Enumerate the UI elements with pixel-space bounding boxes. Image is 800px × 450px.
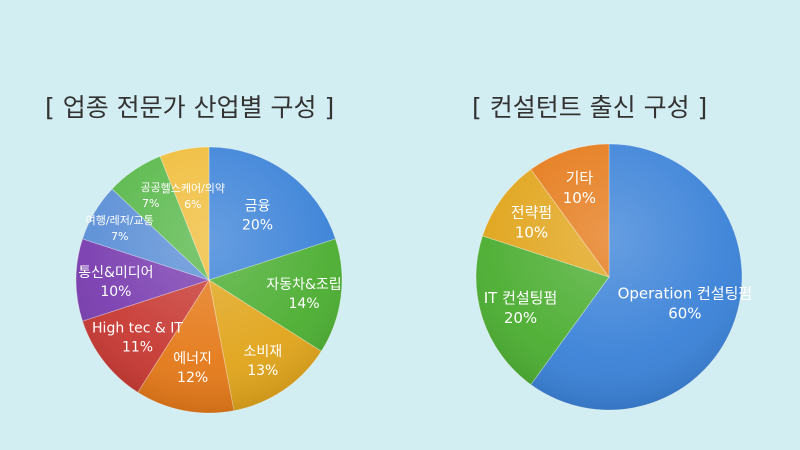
pie2-slice-3-value: 10% [515,224,548,242]
pie1-slice-1-label: 금융 [245,198,271,214]
pie1-slice-9-value: 6% [184,198,201,211]
pie1-slice-6-label: 통신&미디어 [78,265,153,281]
pie1-slice-4-value: 12% [177,370,208,386]
pie1-slice-7-value: 7% [111,230,128,243]
pie1-slice-5-value: 11% [122,339,153,355]
pie1-slice-3-value: 13% [247,363,278,379]
pie2-slice-2-value: 20% [504,309,537,327]
pie1-slice-2-label: 자동차&조립 [266,277,341,293]
pie1-slice-4-label: 에너지 [173,351,212,367]
pie1-slice-8-value: 7% [142,197,159,210]
pie2-slice-4-value: 10% [563,189,596,207]
pie1-slice-7-label: 여행/레저/교통 [86,214,154,227]
pie2-slice-1-label: Operation 컨설팅펌 [618,285,753,303]
pie1-slice-9-label: 헬스케어/의약 [161,181,225,195]
pie1-slice-8-label: 공공 [141,181,161,194]
left-chart-title: [ 업종 전문가 산업별 구성 ] [45,93,335,122]
pie1-slice-5-label: High tec & IT [92,320,183,336]
pie2-slice-3-label: 전략펌 [511,204,552,222]
pie1-slice-3-label: 소비재 [243,344,282,360]
pie2-slice-4-label: 기타 [566,169,594,187]
pie1-slice-1-value: 20% [242,217,273,233]
pie2-slice-1-value: 60% [668,305,701,323]
pie2-slice-2-label: IT 컨설팅펌 [484,289,558,307]
pie1-slice-2-value: 14% [288,296,319,312]
pie1-slice-6-value: 10% [100,284,131,300]
right-chart-title: [ 컨설턴트 출신 구성 ] [472,93,708,122]
